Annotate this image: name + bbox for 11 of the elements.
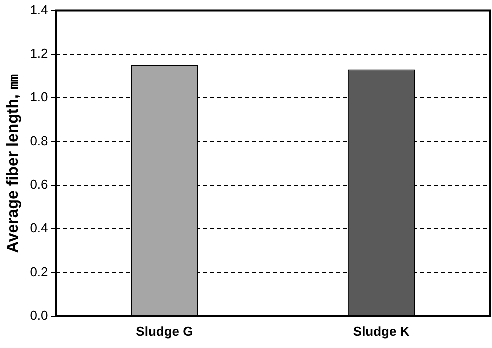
y-tick-label: 1.0 — [30, 90, 48, 105]
y-tick-label: 1.4 — [30, 2, 48, 18]
y-axis-title: Average fiber length, ㎜ — [5, 74, 22, 254]
y-tick-label: 0.2 — [30, 264, 48, 280]
y-tick-label: 0.4 — [30, 220, 48, 236]
y-tick-label: 0.0 — [30, 308, 48, 323]
y-tick-label: 1.2 — [30, 46, 48, 62]
y-tick-label: 0.8 — [30, 133, 48, 148]
x-tick-label: Sludge K — [353, 324, 410, 339]
y-tick-label: 0.6 — [30, 177, 48, 192]
x-tick-label: Sludge G — [136, 324, 194, 339]
